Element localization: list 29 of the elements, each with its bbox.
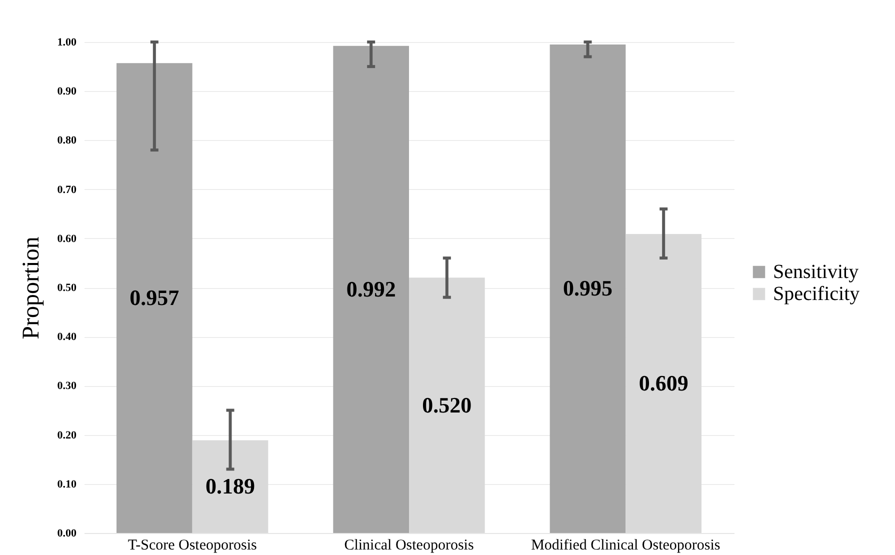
y-tick-label: 1.00 <box>57 36 77 48</box>
y-tick-label: 0.60 <box>57 232 77 245</box>
bar <box>550 44 626 533</box>
bar <box>409 278 485 533</box>
y-tick-label: 0.70 <box>57 184 77 196</box>
data-label: 0.520 <box>422 392 472 418</box>
y-tick-label: 0.00 <box>57 528 77 540</box>
x-tick-label: Modified Clinical Osteoporosis <box>531 538 720 554</box>
bar <box>626 234 702 533</box>
y-tick-label: 0.50 <box>57 282 77 294</box>
y-tick-label: 0.80 <box>57 134 77 147</box>
x-tick-label: Clinical Osteoporosis <box>344 538 474 554</box>
bar <box>192 440 268 533</box>
bar <box>333 46 409 533</box>
data-label: 0.957 <box>130 285 180 310</box>
y-tick-label: 0.10 <box>57 478 77 490</box>
y-axis-title: Proportion <box>18 236 44 340</box>
data-label: 0.189 <box>206 474 255 499</box>
y-tick-label: 0.30 <box>57 380 77 392</box>
bar <box>116 63 192 533</box>
data-label: 0.992 <box>346 276 396 302</box>
y-tick-label: 0.90 <box>57 86 77 98</box>
data-label: 0.609 <box>638 370 688 396</box>
legend-label: Sensitivity <box>773 261 859 283</box>
legend-label: Specificity <box>773 283 860 305</box>
x-tick-label: T-Score Osteoporosis <box>128 538 257 554</box>
y-tick-label: 0.40 <box>57 331 77 344</box>
y-tick-label: 0.20 <box>57 429 77 442</box>
data-label: 0.995 <box>563 276 612 301</box>
